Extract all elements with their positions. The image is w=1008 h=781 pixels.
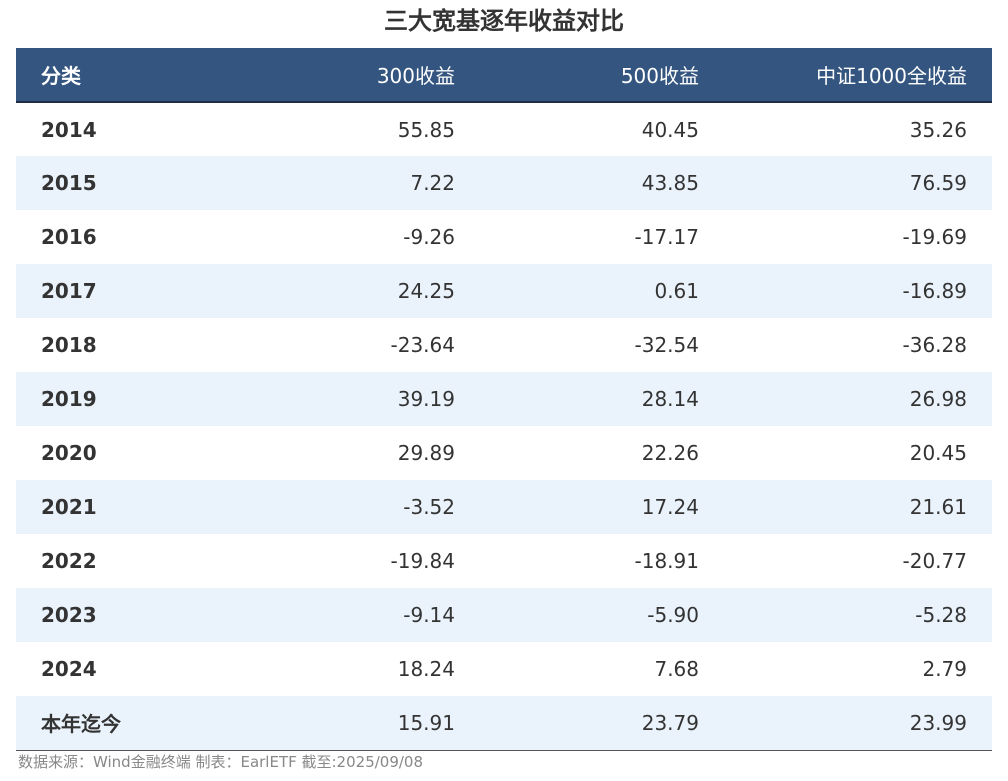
column-header-category: 分类	[16, 48, 237, 103]
table-row: 2015 7.22 43.85 76.59	[16, 156, 992, 210]
cell-500-return: 40.45	[641, 117, 699, 142]
cell-1000-total-return: 76.59	[909, 171, 967, 195]
table-row: 2024 18.24 7.68 2.79	[16, 642, 992, 696]
cell-300-return: 29.89	[397, 441, 455, 465]
cell-500-return: -32.54	[634, 333, 699, 357]
cell-500-return: 17.24	[641, 495, 699, 519]
source-note: 数据来源：Wind金融终端 制表：EarlETF 截至:2025/09/08	[18, 753, 424, 771]
cell-500-return: 7.68	[654, 657, 699, 681]
cell-300-return: 39.19	[397, 387, 455, 411]
table-row: 本年迄今 15.91 23.79 23.99	[16, 696, 992, 751]
header-row: 分类 300收益 500收益 中证1000全收益	[16, 48, 992, 103]
table-row: 2014 55.85 40.45 35.26	[16, 102, 992, 156]
cell-category: 本年迄今	[16, 696, 237, 751]
table-row: 2017 24.25 0.61 -16.89	[16, 264, 992, 318]
cell-500-return: 23.79	[480, 696, 724, 751]
table-row: 2018 -23.64 -32.54 -36.28	[16, 318, 992, 372]
cell-1000-total-return: 20.45	[909, 441, 967, 465]
cell-500-return: -18.91	[634, 549, 699, 573]
table-header: 分类 300收益 500收益 中证1000全收益	[16, 48, 992, 103]
cell-category: 2020	[41, 441, 97, 465]
table-row: 2016 -9.26 -17.17 -19.69	[16, 210, 992, 264]
cell-category: 2016	[41, 225, 97, 249]
table-row: 2023 -9.14 -5.90 -5.28	[16, 588, 992, 642]
cell-1000-total-return: 21.61	[909, 495, 967, 519]
cell-300-return: 55.85	[397, 117, 455, 142]
column-header-1000-total-return: 中证1000全收益	[724, 48, 992, 103]
cell-category: 2023	[41, 603, 97, 627]
cell-500-return: 43.85	[641, 171, 699, 195]
cell-1000-total-return: -19.69	[902, 225, 967, 249]
cell-1000-total-return: -5.28	[915, 603, 967, 627]
cell-300-return: 24.25	[397, 279, 455, 303]
cell-300-return: -9.26	[403, 225, 455, 249]
column-header-500-return: 500收益	[480, 48, 724, 103]
chart-title: 三大宽基逐年收益对比	[384, 7, 624, 35]
cell-300-return: 15.91	[237, 696, 480, 751]
cell-category: 2021	[41, 495, 97, 519]
cell-500-return: -17.17	[634, 225, 699, 249]
cell-300-return: -19.84	[390, 549, 455, 573]
cell-category: 2024	[41, 657, 97, 681]
cell-500-return: 0.61	[654, 279, 699, 303]
table-body: 2014 55.85 40.45 35.26 2015 7.22 43.85 76.59 201…	[16, 102, 992, 751]
returns-table: 分类 300收益 500收益 中证1000全收益 2014 55.85 40.45 3…	[16, 48, 992, 751]
cell-category: 2014	[41, 117, 97, 142]
cell-1000-total-return: 35.26	[909, 117, 967, 142]
cell-300-return: -23.64	[390, 333, 455, 357]
cell-1000-total-return: -20.77	[902, 549, 967, 573]
returns-table-container: 分类 300收益 500收益 中证1000全收益 2014 55.85 40.45 3…	[16, 48, 992, 751]
column-header-300-return: 300收益	[237, 48, 480, 103]
cell-300-return: -9.14	[403, 603, 455, 627]
cell-300-return: -3.52	[403, 495, 455, 519]
cell-category: 2019	[41, 387, 97, 411]
table-row: 2021 -3.52 17.24 21.61	[16, 480, 992, 534]
cell-category: 2017	[41, 279, 97, 303]
cell-300-return: 7.22	[410, 171, 455, 195]
cell-category: 2018	[41, 333, 97, 357]
cell-500-return: 28.14	[641, 387, 699, 411]
cell-category: 2022	[41, 549, 97, 573]
cell-500-return: -5.90	[647, 603, 699, 627]
cell-category: 2015	[41, 171, 97, 195]
cell-1000-total-return: -16.89	[902, 279, 967, 303]
cell-1000-total-return: -36.28	[902, 333, 967, 357]
table-row: 2019 39.19 28.14 26.98	[16, 372, 992, 426]
table-row: 2022 -19.84 -18.91 -20.77	[16, 534, 992, 588]
cell-300-return: 18.24	[397, 657, 455, 681]
cell-1000-total-return: 26.98	[909, 387, 967, 411]
cell-1000-total-return: 23.99	[724, 696, 992, 751]
cell-1000-total-return: 2.79	[922, 657, 967, 681]
table-row: 2020 29.89 22.26 20.45	[16, 426, 992, 480]
cell-500-return: 22.26	[641, 441, 699, 465]
